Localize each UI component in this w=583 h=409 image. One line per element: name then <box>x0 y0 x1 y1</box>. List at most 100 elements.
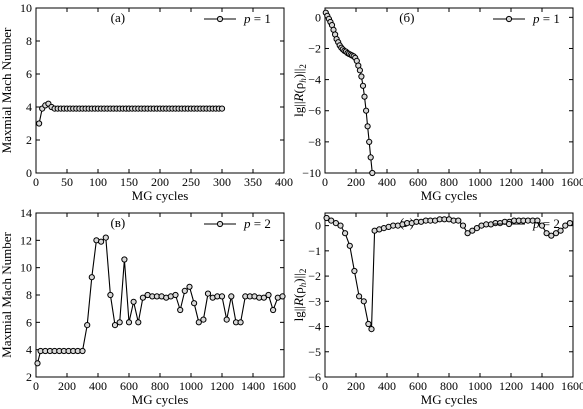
y-tick-label: 12 <box>20 233 32 247</box>
data-point <box>116 319 123 326</box>
y-tick-label: −6 <box>308 370 321 384</box>
x-tick-label: 400 <box>275 175 293 189</box>
data-point <box>84 322 91 329</box>
y-tick-label: 10 <box>20 261 32 275</box>
y-tick-label: 0 <box>315 219 321 233</box>
y-tick-label: 8 <box>26 34 32 48</box>
legend-marker <box>216 15 224 23</box>
data-point <box>360 298 367 305</box>
y-tick-label: 4 <box>26 100 32 114</box>
data-point <box>88 274 95 281</box>
panel-label: (в) <box>110 215 125 230</box>
y-tick-label: −6 <box>308 104 321 118</box>
x-axis-title: MG cycles <box>132 392 189 407</box>
data-point <box>34 360 41 367</box>
plot-frame <box>35 7 285 174</box>
y-tick-label: 8 <box>26 288 32 302</box>
data-point <box>473 225 480 232</box>
data-point <box>270 306 277 314</box>
x-tick-label: 400 <box>378 175 396 189</box>
data-point <box>172 291 179 299</box>
data-point <box>139 294 146 301</box>
data-point <box>455 217 462 224</box>
y-tick-label: 2 <box>26 370 32 384</box>
x-tick-label: 0 <box>322 379 328 393</box>
y-tick-label: −2 <box>308 269 321 283</box>
chart-panel-2: 0 200 400 600 800 1000 1200 1400 1600 0 −2 −4 −6 −8 −1… <box>291 7 583 203</box>
data-point <box>328 217 335 224</box>
data-point <box>361 93 368 100</box>
y-tick-label: −8 <box>308 135 321 149</box>
data-point <box>125 319 133 326</box>
data-point <box>36 120 43 127</box>
legend-label: p = 1 <box>243 11 271 26</box>
y-tick-label: −4 <box>308 73 321 87</box>
x-tick-label: 0 <box>33 175 39 189</box>
data-point <box>332 220 339 227</box>
data-point <box>367 154 374 161</box>
data-point <box>557 227 564 234</box>
data-point <box>237 319 244 326</box>
plot-frame <box>324 212 574 378</box>
x-tick-label: 1600 <box>561 175 583 189</box>
y-axis-title: lg||R(ρh)||2 <box>291 269 308 322</box>
data-point <box>195 319 202 326</box>
data-point <box>218 293 226 300</box>
x-tick-label: 150 <box>120 175 138 189</box>
data-point <box>552 230 560 237</box>
x-tick-label: 300 <box>213 175 231 189</box>
data-point <box>365 320 372 328</box>
y-tick-label: 0 <box>315 10 321 24</box>
x-tick-label: 600 <box>409 379 427 393</box>
x-axis-title: MG cycles <box>421 188 478 203</box>
legend-marker <box>505 220 513 228</box>
data-point <box>543 230 550 237</box>
x-tick-label: 800 <box>440 379 458 393</box>
data-point <box>346 242 353 249</box>
data-point <box>228 293 235 300</box>
data-point <box>363 107 370 114</box>
data-point <box>223 316 230 323</box>
data-point <box>566 220 574 227</box>
data-point <box>459 222 467 229</box>
x-tick-label: 1000 <box>468 379 492 393</box>
chart-panel-1: 0 50 100 150 200 250 300 350 400 0 2 4 6 8 10 MG cycles… <box>0 1 293 203</box>
data-point <box>358 73 365 80</box>
x-tick-label: 250 <box>182 175 200 189</box>
series-line <box>325 12 373 174</box>
x-tick-label: 200 <box>151 175 169 189</box>
data-point <box>368 326 375 333</box>
x-tick-label: 400 <box>378 379 396 393</box>
x-tick-label: 100 <box>89 175 107 189</box>
data-point <box>135 319 142 326</box>
data-point <box>342 230 349 237</box>
data-point <box>260 294 267 301</box>
data-point <box>538 222 546 229</box>
data-point <box>562 222 569 229</box>
x-tick-label: 200 <box>58 379 76 393</box>
data-point <box>200 316 207 323</box>
legend-marker <box>216 220 224 228</box>
x-tick-label: 1600 <box>561 379 583 393</box>
y-axis-title: lg||R(ρh)||2 <box>291 64 308 117</box>
y-tick-label: −3 <box>308 294 321 308</box>
panel-label: (б) <box>399 10 414 25</box>
x-tick-label: 0 <box>322 175 328 189</box>
plot-frame <box>324 7 574 174</box>
x-tick-label: 600 <box>120 379 138 393</box>
legend-marker <box>505 15 513 23</box>
y-tick-label: 6 <box>26 315 32 329</box>
data-point <box>204 290 212 297</box>
y-tick-label: 10 <box>20 1 32 15</box>
chart-panel-4: 0 200 400 600 800 1000 1200 1400 1600 0 −1 −2 −3 −4 −5… <box>291 212 583 407</box>
x-tick-label: 600 <box>409 175 427 189</box>
data-point <box>130 298 137 305</box>
y-tick-label: −2 <box>308 41 321 55</box>
x-tick-label: 800 <box>151 379 169 393</box>
data-point <box>218 105 226 112</box>
data-point <box>98 238 105 245</box>
data-point <box>548 232 555 239</box>
x-tick-label: 350 <box>244 175 262 189</box>
y-axis-title: Maxmial Mach Number <box>0 232 14 358</box>
